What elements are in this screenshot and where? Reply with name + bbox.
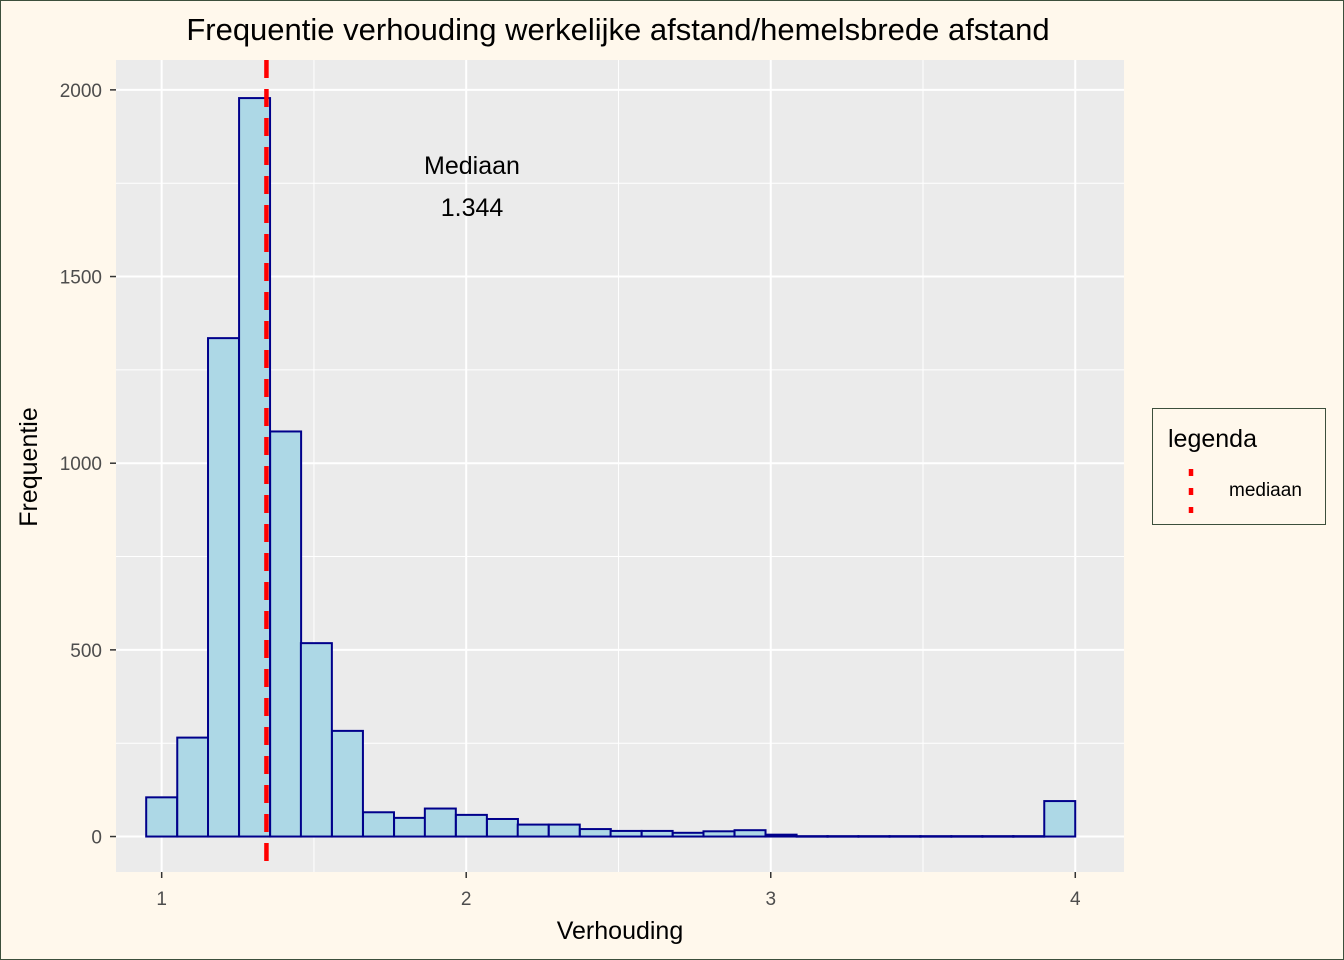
histogram-bar — [393, 816, 427, 838]
histogram-bar — [145, 796, 179, 838]
histogram-bars — [145, 97, 1077, 838]
histogram-bar — [269, 430, 303, 838]
histogram-bar — [547, 823, 581, 838]
histogram-bar — [733, 829, 767, 838]
histogram-bar — [207, 337, 240, 838]
median-annotation-value: 1.344 — [441, 194, 504, 222]
histogram-bar — [888, 835, 922, 838]
legend-title: legenda — [1168, 425, 1257, 453]
histogram-bar — [423, 807, 457, 838]
x-tick-label: 2 — [461, 889, 472, 910]
histogram-bar — [362, 811, 395, 838]
histogram-bar — [609, 829, 643, 838]
histogram-bar — [330, 729, 364, 838]
chart-title: Frequentie verhouding werkelijke afstand… — [186, 12, 1049, 47]
y-tick-label: 2000 — [60, 81, 102, 102]
y-tick-label: 1500 — [60, 268, 102, 289]
histogram-bar — [919, 835, 953, 838]
histogram-bar — [299, 642, 333, 838]
y-tick-label: 500 — [70, 641, 102, 662]
x-axis-title: Verhouding — [557, 917, 684, 945]
histogram-bar — [857, 835, 891, 838]
x-axis-ticks: 1 2 3 4 — [156, 872, 1081, 910]
histogram-bar — [702, 830, 736, 838]
histogram-bar — [485, 817, 519, 838]
histogram-bar — [826, 835, 860, 838]
histogram-bar — [516, 823, 550, 838]
histogram-bar — [176, 736, 210, 838]
y-tick-label: 1000 — [60, 454, 102, 475]
x-tick-label: 1 — [156, 889, 167, 910]
histogram-bar — [795, 835, 829, 838]
histogram-bar — [1043, 800, 1077, 838]
histogram-bar — [1012, 835, 1046, 838]
histogram-bar — [981, 835, 1015, 838]
y-tick-label: 0 — [91, 828, 102, 849]
median-annotation-label: Mediaan — [424, 152, 520, 180]
legend-item-mediaan: mediaan — [1229, 480, 1302, 501]
histogram-bar — [671, 831, 705, 838]
y-axis-title: Frequentie — [15, 407, 43, 527]
histogram-bar — [764, 833, 798, 838]
histogram-bar — [578, 828, 612, 838]
histogram-bar — [454, 813, 488, 838]
x-tick-label: 3 — [765, 889, 776, 910]
histogram-bar — [640, 829, 674, 838]
x-tick-label: 4 — [1070, 889, 1081, 910]
legend-key-median-line — [1188, 469, 1194, 513]
histogram-bar — [950, 835, 984, 838]
y-axis-ticks: 0 500 1000 1500 2000 — [60, 81, 116, 849]
legend: legenda mediaan — [1152, 408, 1326, 525]
